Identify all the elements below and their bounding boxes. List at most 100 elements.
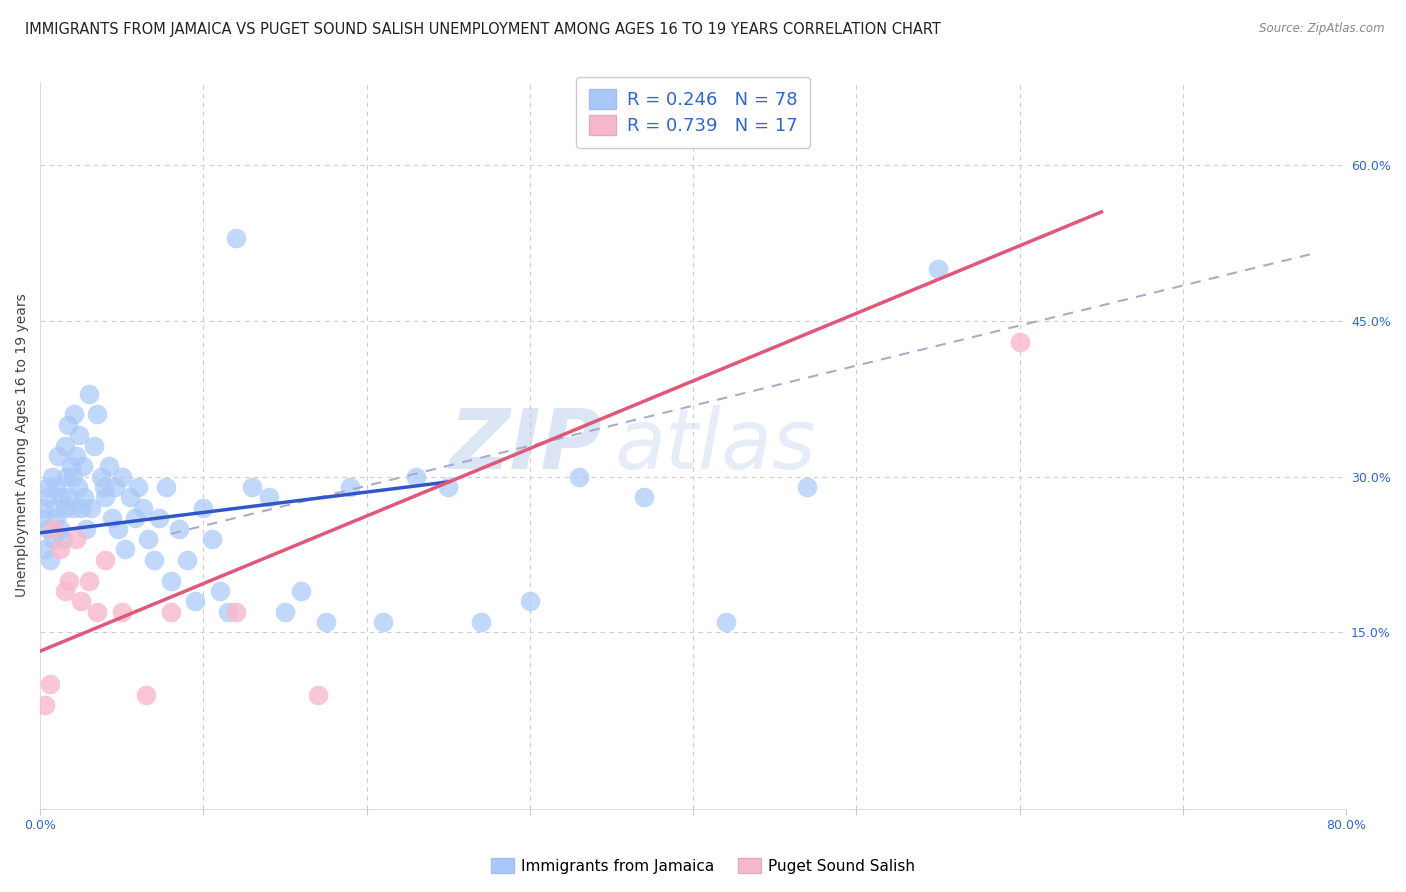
Point xyxy=(240,480,263,494)
Point xyxy=(53,439,76,453)
Point xyxy=(77,386,100,401)
Point xyxy=(107,522,129,536)
Point xyxy=(32,500,55,515)
Point xyxy=(114,542,136,557)
Point xyxy=(73,491,96,505)
Point xyxy=(437,480,460,494)
Y-axis label: Unemployment Among Ages 16 to 19 years: Unemployment Among Ages 16 to 19 years xyxy=(15,293,30,598)
Point xyxy=(111,605,134,619)
Point xyxy=(60,459,83,474)
Point xyxy=(67,428,90,442)
Point xyxy=(225,605,247,619)
Point xyxy=(405,469,427,483)
Point xyxy=(48,522,70,536)
Point xyxy=(111,469,134,483)
Point xyxy=(148,511,170,525)
Point xyxy=(136,532,159,546)
Point xyxy=(58,491,80,505)
Point xyxy=(104,480,127,494)
Point xyxy=(45,480,67,494)
Point xyxy=(184,594,207,608)
Point xyxy=(58,574,80,588)
Point xyxy=(568,469,591,483)
Point xyxy=(927,262,949,277)
Point xyxy=(155,480,177,494)
Point xyxy=(193,500,215,515)
Point xyxy=(42,522,65,536)
Point xyxy=(339,480,361,494)
Point xyxy=(167,522,190,536)
Point xyxy=(62,469,84,483)
Point xyxy=(34,542,56,557)
Point xyxy=(66,480,89,494)
Point xyxy=(31,511,53,525)
Point xyxy=(94,491,117,505)
Point xyxy=(132,500,155,515)
Point xyxy=(34,698,56,713)
Point xyxy=(307,688,329,702)
Point xyxy=(86,408,108,422)
Point xyxy=(93,480,115,494)
Legend: Immigrants from Jamaica, Puget Sound Salish: Immigrants from Jamaica, Puget Sound Sal… xyxy=(485,852,921,880)
Point xyxy=(371,615,394,629)
Point xyxy=(208,583,231,598)
Point xyxy=(101,511,124,525)
Legend: R = 0.246   N = 78, R = 0.739   N = 17: R = 0.246 N = 78, R = 0.739 N = 17 xyxy=(576,77,810,148)
Point xyxy=(89,469,111,483)
Point xyxy=(37,480,59,494)
Point xyxy=(53,500,76,515)
Text: IMMIGRANTS FROM JAMAICA VS PUGET SOUND SALISH UNEMPLOYMENT AMONG AGES 16 TO 19 Y: IMMIGRANTS FROM JAMAICA VS PUGET SOUND S… xyxy=(25,22,941,37)
Point xyxy=(118,491,141,505)
Point xyxy=(135,688,157,702)
Point xyxy=(53,583,76,598)
Point xyxy=(77,574,100,588)
Point xyxy=(124,511,146,525)
Point xyxy=(290,583,312,598)
Point xyxy=(127,480,149,494)
Point xyxy=(1008,334,1031,349)
Point xyxy=(225,231,247,245)
Point xyxy=(72,459,94,474)
Point xyxy=(45,511,67,525)
Point xyxy=(38,677,60,691)
Point xyxy=(51,491,73,505)
Point xyxy=(75,522,97,536)
Point xyxy=(159,605,181,619)
Point xyxy=(80,500,103,515)
Point xyxy=(63,408,86,422)
Point xyxy=(70,594,93,608)
Point xyxy=(35,491,58,505)
Point xyxy=(48,542,70,557)
Point xyxy=(55,469,77,483)
Point xyxy=(44,500,66,515)
Point xyxy=(159,574,181,588)
Point xyxy=(46,449,69,463)
Point xyxy=(62,500,84,515)
Point xyxy=(633,491,655,505)
Point xyxy=(274,605,297,619)
Point xyxy=(42,532,65,546)
Point xyxy=(519,594,541,608)
Point xyxy=(796,480,818,494)
Point xyxy=(257,491,280,505)
Point xyxy=(37,522,59,536)
Point xyxy=(714,615,737,629)
Point xyxy=(52,532,75,546)
Text: Source: ZipAtlas.com: Source: ZipAtlas.com xyxy=(1260,22,1385,36)
Point xyxy=(83,439,105,453)
Point xyxy=(315,615,337,629)
Text: atlas: atlas xyxy=(614,405,817,486)
Point xyxy=(86,605,108,619)
Point xyxy=(143,553,166,567)
Point xyxy=(97,459,120,474)
Point xyxy=(38,553,60,567)
Point xyxy=(65,532,87,546)
Point xyxy=(65,449,87,463)
Point xyxy=(217,605,239,619)
Point xyxy=(176,553,198,567)
Point xyxy=(470,615,492,629)
Point xyxy=(41,469,63,483)
Point xyxy=(70,500,93,515)
Point xyxy=(56,417,79,432)
Point xyxy=(200,532,222,546)
